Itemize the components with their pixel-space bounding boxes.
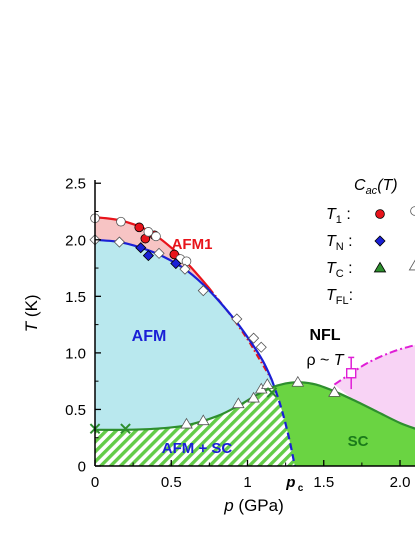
legend-marker-open-triangle-partial: [408, 259, 415, 271]
legend-entry-var: T: [326, 206, 337, 223]
legend-entry-sub: N: [336, 241, 344, 253]
y-tick-label: 0.5: [65, 402, 86, 419]
legend-entry-var: T: [326, 233, 337, 250]
data-point-tn-diamond: [113, 236, 125, 248]
afm-sc-label: AFM + SC: [162, 440, 233, 457]
tn-boundary-line: [95, 238, 273, 381]
data-point-t1-circle: [116, 216, 126, 227]
data-point-tc-triangle: [291, 375, 305, 387]
data-point-t1-circle: [134, 222, 145, 233]
x-axis-title: p (GPa): [223, 496, 284, 515]
x-tick-label: 2.0: [390, 474, 411, 491]
legend-marker-diamond: [374, 235, 386, 247]
x-tick-label: 1: [243, 474, 251, 491]
y-tick-label: 1.5: [65, 289, 86, 306]
y-axis-title: T (K): [22, 294, 41, 332]
legend-entry-c: TC :: [326, 260, 353, 280]
legend-marker-circle: [375, 209, 385, 219]
pc-label: p: [285, 474, 295, 491]
x-axis-variable: p: [223, 496, 233, 515]
data-point-tc-triangle: [328, 386, 341, 397]
data-point-t1-circle: [181, 256, 192, 267]
legend-entry-n: TN :: [326, 233, 353, 253]
data-point-tn-diamond: [135, 242, 147, 254]
x-tick-label: 0: [91, 474, 99, 491]
legend-entry-fl: TFL:: [326, 287, 353, 307]
data-point-t1-circle: [151, 231, 161, 242]
legend-entry-colon: :: [342, 206, 351, 223]
legend-header-var: C: [354, 177, 366, 194]
data-point-tn-diamond: [170, 257, 182, 270]
pc-label-subscript: c: [298, 483, 304, 494]
afm-sc-region: [95, 387, 295, 466]
rho-variable: T: [334, 352, 345, 369]
x-tick-label: 1.5: [313, 474, 334, 491]
data-point-tn-diamond: [142, 250, 154, 262]
tn-boundary-dashed: [270, 379, 296, 467]
legend-entry-sub: C: [336, 268, 344, 280]
legend-entry-1: T1 :: [326, 206, 351, 226]
legend-entry-colon: :: [349, 287, 353, 304]
afm-label: AFM: [132, 328, 167, 345]
data-point-tfl-square: [346, 368, 357, 379]
data-point-tn-diamond: [179, 263, 191, 275]
afm1-label: AFM1: [172, 236, 213, 253]
legend-entry-colon: :: [344, 260, 353, 277]
legend-header: Cac(T): [354, 177, 398, 197]
data-point-tc-triangle: [180, 417, 193, 429]
data-point-t1-circle: [143, 227, 154, 237]
data-point-tn-diamond: [153, 247, 165, 259]
legend-header-sub: ac: [366, 185, 378, 197]
legend-entry-var: T: [326, 260, 337, 277]
tc-boundary-line: [95, 381, 415, 431]
legend-marker-triangle: [373, 261, 387, 273]
data-point-tn-diamond: [255, 341, 267, 353]
y-axis-unit: (K): [22, 294, 41, 321]
data-point-tn-diamond: [231, 313, 243, 325]
data-point-tc-triangle: [232, 397, 245, 409]
legend-entry-sub: 1: [336, 214, 342, 226]
legend-header-arg: (T): [377, 177, 397, 194]
legend-entry-colon: :: [344, 233, 353, 250]
tfl-region: [334, 344, 415, 429]
legend-marker-open-circle-partial: [410, 206, 415, 216]
afm1-region: [95, 217, 272, 381]
y-tick-label: 2.5: [65, 176, 86, 193]
y-tick-label: 1.0: [65, 345, 86, 362]
y-axis-variable: T: [22, 320, 41, 332]
x-tick-label: 0.5: [161, 474, 182, 491]
nfl-label: NFL: [309, 327, 340, 344]
x-axis-unit: (GPa): [234, 496, 284, 515]
y-tick-label: 0: [78, 459, 86, 476]
y-tick-label: 2.0: [65, 232, 86, 249]
data-point-tn-diamond: [248, 332, 260, 344]
t1-boundary-dashdot: [208, 287, 273, 381]
rho-prefix: ρ ~: [306, 352, 333, 369]
legend-entry-var: T: [326, 287, 337, 304]
data-point-tc-cross: [266, 387, 278, 398]
rho-label: ρ ~ T: [306, 352, 344, 369]
data-point-tc-triangle: [196, 414, 210, 426]
data-point-tn-diamond: [197, 285, 209, 297]
data-point-tc-cross: [120, 423, 131, 434]
data-point-tc-triangle: [247, 391, 260, 403]
legend-entry-sub: FL: [336, 295, 349, 307]
sc-label: SC: [348, 433, 369, 450]
